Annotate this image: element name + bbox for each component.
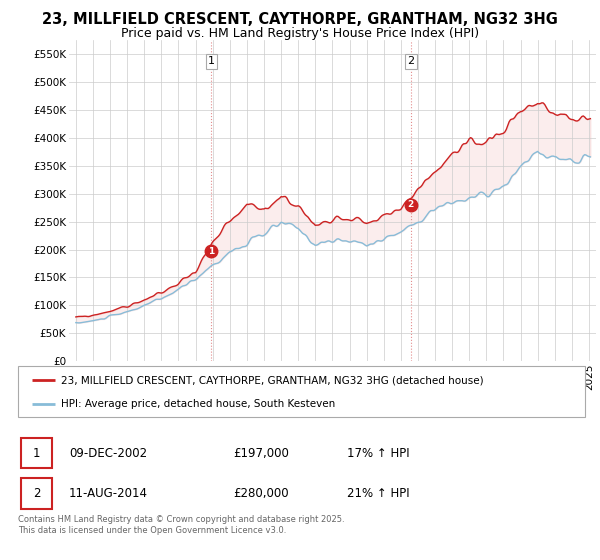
FancyBboxPatch shape bbox=[21, 478, 52, 508]
Text: Price paid vs. HM Land Registry's House Price Index (HPI): Price paid vs. HM Land Registry's House … bbox=[121, 27, 479, 40]
Text: HPI: Average price, detached house, South Kesteven: HPI: Average price, detached house, Sout… bbox=[61, 399, 335, 409]
Text: 11-AUG-2014: 11-AUG-2014 bbox=[69, 487, 148, 500]
Text: 17% ↑ HPI: 17% ↑ HPI bbox=[347, 446, 409, 460]
FancyBboxPatch shape bbox=[21, 438, 52, 468]
Text: 1: 1 bbox=[208, 247, 214, 256]
Text: 09-DEC-2002: 09-DEC-2002 bbox=[69, 446, 147, 460]
Text: 23, MILLFIELD CRESCENT, CAYTHORPE, GRANTHAM, NG32 3HG (detached house): 23, MILLFIELD CRESCENT, CAYTHORPE, GRANT… bbox=[61, 375, 483, 385]
Text: £280,000: £280,000 bbox=[233, 487, 289, 500]
Text: £197,000: £197,000 bbox=[233, 446, 289, 460]
Text: 1: 1 bbox=[32, 446, 40, 460]
Text: Contains HM Land Registry data © Crown copyright and database right 2025.
This d: Contains HM Land Registry data © Crown c… bbox=[18, 515, 344, 535]
Text: 21% ↑ HPI: 21% ↑ HPI bbox=[347, 487, 409, 500]
Text: 2: 2 bbox=[32, 487, 40, 500]
Text: 2: 2 bbox=[407, 57, 414, 67]
Text: 23, MILLFIELD CRESCENT, CAYTHORPE, GRANTHAM, NG32 3HG: 23, MILLFIELD CRESCENT, CAYTHORPE, GRANT… bbox=[42, 12, 558, 27]
Text: 1: 1 bbox=[208, 57, 215, 67]
Text: 2: 2 bbox=[407, 200, 414, 209]
FancyBboxPatch shape bbox=[18, 366, 585, 417]
